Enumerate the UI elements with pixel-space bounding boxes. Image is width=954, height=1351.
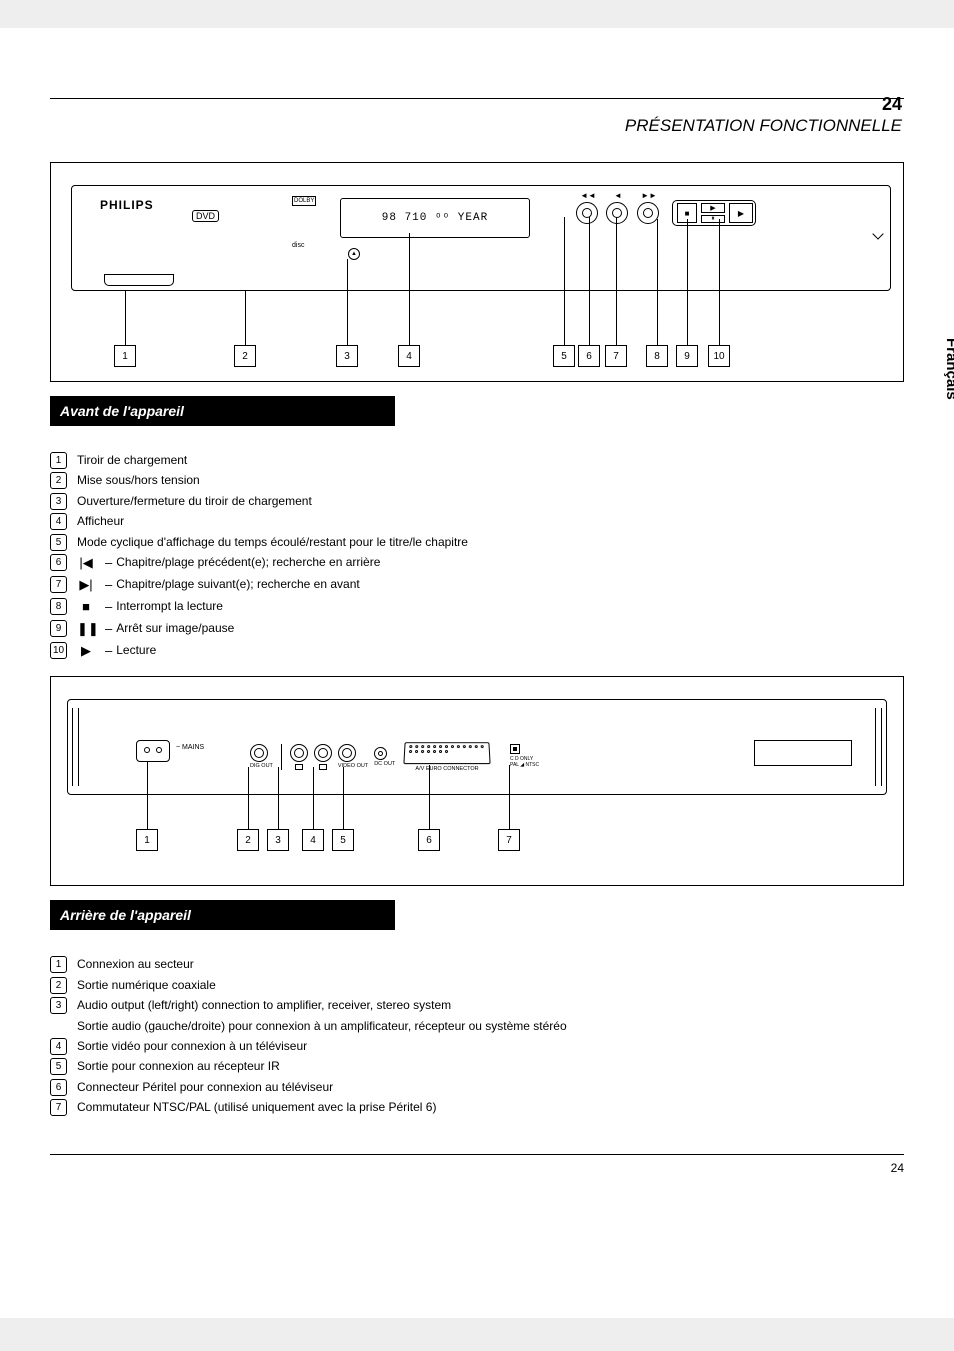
footer-page-number: 24 <box>50 1161 904 1175</box>
ntsc-pal-switch[interactable]: C D ONLY PAL ◢ NTSC <box>510 744 539 768</box>
play-icon: ▶ <box>77 640 95 662</box>
language-tab: Français <box>939 328 954 410</box>
callout-5: 5 <box>553 345 575 367</box>
audio-r[interactable] <box>314 744 332 770</box>
mains-connector[interactable] <box>136 740 170 762</box>
disc-tray[interactable] <box>104 274 174 286</box>
dig-out[interactable]: DIG OUT <box>250 744 273 770</box>
dc-out[interactable]: DC OUT <box>374 744 395 768</box>
power-indicator <box>872 228 883 239</box>
connector-row: DIG OUT VIDEO OUT DC OUT <box>250 744 395 770</box>
play-top-button[interactable]: ▶ <box>701 203 725 213</box>
serial-plate <box>754 740 852 766</box>
callout-7: 7 <box>605 345 627 367</box>
next-icon: ▶| <box>77 574 95 596</box>
player-rear-shell: ~ MAINS DIG OUT VIDEO OUT DC OUT A/V EUR… <box>67 699 887 795</box>
button-cluster: ■ ▶ ⏸ ▶ <box>672 200 756 226</box>
prev-jog[interactable]: ◄◄ <box>576 202 598 224</box>
play-button[interactable]: ▶ <box>729 203 753 223</box>
callout-6: 6 <box>578 345 600 367</box>
callout-10: 10 <box>708 345 730 367</box>
display-jog[interactable]: ◄ <box>606 202 628 224</box>
rear-callout-6: 6 <box>418 829 440 851</box>
next-jog[interactable]: ►► <box>637 202 659 224</box>
rear-callout-3: 3 <box>267 829 289 851</box>
rear-callout-4: 4 <box>302 829 324 851</box>
lcd-display: 98 710 ᵒᵒ YEAR <box>340 198 530 238</box>
page-number-top: 24 <box>882 94 902 115</box>
rear-callout-7: 7 <box>498 829 520 851</box>
dvd-logo: DVD <box>192 210 219 222</box>
cd-logo: disc <box>292 242 304 249</box>
pause-icon: ❚❚ <box>77 618 95 640</box>
callout-3: 3 <box>336 345 358 367</box>
front-legend: 1Tiroir de chargement 2Mise sous/hors te… <box>50 450 904 662</box>
footer-rule <box>50 1154 904 1155</box>
dolby-logo: DOLBY <box>292 196 316 206</box>
rear-callout-2: 2 <box>237 829 259 851</box>
front-section-title: Avant de l'appareil <box>50 396 395 426</box>
page: 24 PRÉSENTATION FONCTIONNELLE Français P… <box>0 28 954 1318</box>
rear-callout-1: 1 <box>136 829 158 851</box>
brand-logo: PHILIPS <box>100 198 154 212</box>
rear-legend: 1Connexion au secteur 2Sortie numérique … <box>50 954 904 1117</box>
callout-2: 2 <box>234 345 256 367</box>
audio-l[interactable] <box>290 744 308 770</box>
rear-section-title: Arrière de l'appareil <box>50 900 395 930</box>
prev-icon: |◀ <box>77 552 95 574</box>
header-rule <box>50 98 904 99</box>
pause-button[interactable]: ⏸ <box>701 215 725 223</box>
callout-4: 4 <box>398 345 420 367</box>
callout-1: 1 <box>114 345 136 367</box>
rear-figure: ~ MAINS DIG OUT VIDEO OUT DC OUT A/V EUR… <box>50 676 904 886</box>
callout-8: 8 <box>646 345 668 367</box>
video-out[interactable]: VIDEO OUT <box>338 744 368 770</box>
page-title-top: PRÉSENTATION FONCTIONNELLE <box>625 116 902 136</box>
front-figure: PHILIPS DVD DOLBY disc 98 710 ᵒᵒ YEAR ▲ … <box>50 162 904 382</box>
player-front-shell: PHILIPS DVD DOLBY disc 98 710 ᵒᵒ YEAR ▲ … <box>71 185 891 291</box>
open-close-button[interactable]: ▲ <box>348 248 360 260</box>
stop-icon: ■ <box>77 596 95 618</box>
euroconnector[interactable]: A/V EURO CONNECTOR <box>404 742 490 772</box>
callout-9: 9 <box>676 345 698 367</box>
rear-callout-5: 5 <box>332 829 354 851</box>
mains-label: ~ MAINS <box>176 744 204 751</box>
page-header: 24 PRÉSENTATION FONCTIONNELLE <box>50 98 904 146</box>
